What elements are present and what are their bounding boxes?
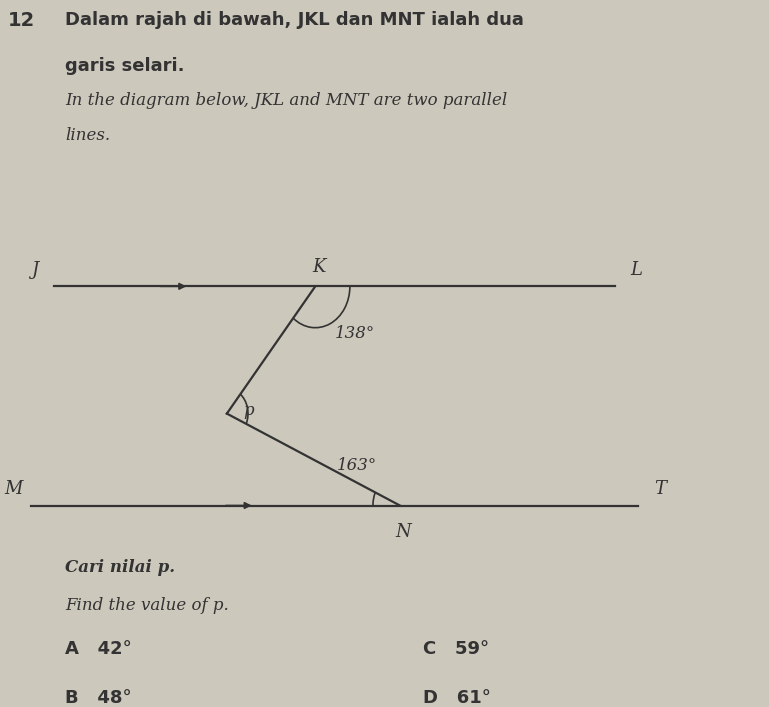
Text: C   59°: C 59° (423, 640, 489, 658)
Text: T: T (654, 481, 666, 498)
Text: L: L (631, 262, 643, 279)
Text: D   61°: D 61° (423, 689, 491, 707)
Text: Dalam rajah di bawah, JKL dan MNT ialah dua: Dalam rajah di bawah, JKL dan MNT ialah … (65, 11, 524, 28)
Text: 163°: 163° (337, 457, 377, 474)
Text: p: p (244, 402, 255, 419)
Text: K: K (312, 258, 326, 276)
Text: N: N (396, 523, 411, 541)
Text: Find the value of p.: Find the value of p. (65, 597, 229, 614)
Text: garis selari.: garis selari. (65, 57, 185, 74)
Text: In the diagram below, JKL and MNT are two parallel: In the diagram below, JKL and MNT are tw… (65, 92, 508, 109)
Text: 138°: 138° (335, 325, 375, 342)
Text: J: J (32, 262, 38, 279)
Text: B   48°: B 48° (65, 689, 132, 707)
Text: A   42°: A 42° (65, 640, 132, 658)
Text: lines.: lines. (65, 127, 111, 144)
Text: Cari nilai p.: Cari nilai p. (65, 559, 175, 575)
Text: M: M (5, 481, 23, 498)
Text: 12: 12 (8, 11, 35, 30)
